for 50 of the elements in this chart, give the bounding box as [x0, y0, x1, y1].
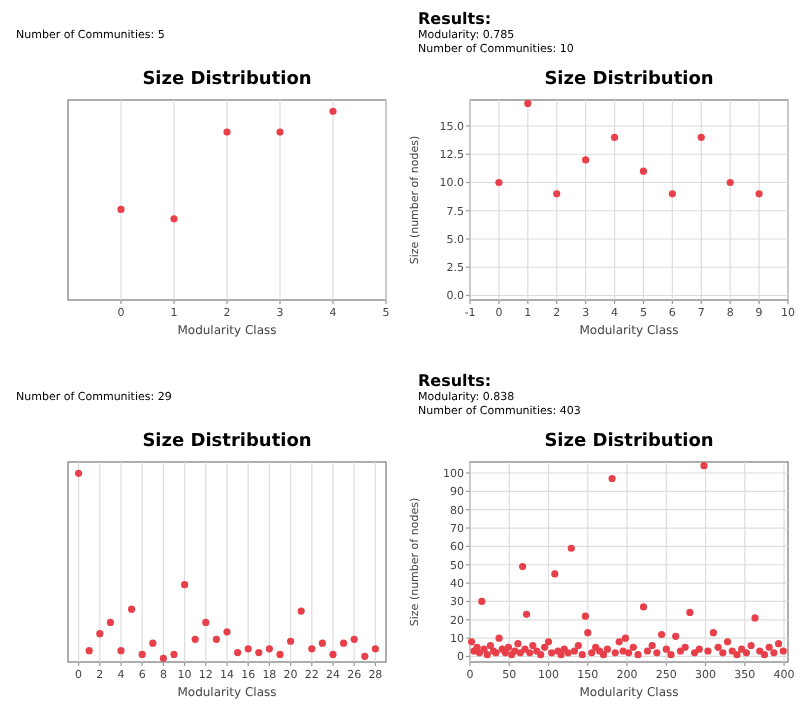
- point: [234, 648, 242, 657]
- point: [96, 630, 104, 638]
- point: [668, 190, 676, 198]
- point: [610, 133, 619, 141]
- point: [255, 648, 263, 657]
- point: [117, 205, 125, 214]
- point: [106, 618, 114, 626]
- point: [524, 99, 532, 107]
- point: [697, 133, 705, 141]
- point: [202, 618, 210, 626]
- text: Results:: [418, 10, 492, 28]
- chart-title: Size Distribution: [544, 432, 714, 452]
- point: [276, 128, 284, 136]
- point: [308, 645, 316, 653]
- point: [287, 637, 295, 645]
- point: [117, 647, 125, 655]
- point: [361, 652, 369, 660]
- point: [85, 647, 93, 655]
- point: [223, 128, 231, 136]
- point: [726, 178, 734, 187]
- point: [265, 645, 273, 653]
- point: [495, 178, 503, 187]
- point: [639, 167, 648, 175]
- point: [340, 639, 348, 647]
- point: [350, 635, 358, 643]
- point: [582, 156, 590, 164]
- point: [297, 607, 305, 615]
- point: [149, 639, 157, 647]
- point: [755, 190, 763, 198]
- chart-title: Size Distribution: [544, 70, 714, 90]
- point: [138, 650, 146, 659]
- point: [191, 635, 199, 643]
- point: [181, 581, 189, 589]
- point: [212, 635, 220, 643]
- point: [159, 654, 167, 662]
- chart-title: Size Distribution: [142, 70, 312, 90]
- point: [329, 107, 337, 115]
- point: [276, 650, 284, 659]
- point: [170, 215, 178, 223]
- point: [223, 628, 231, 636]
- point: [318, 639, 326, 647]
- point: [244, 645, 252, 653]
- text: Results:: [418, 372, 492, 390]
- chart-title: Size Distribution: [142, 432, 312, 452]
- point: [371, 645, 379, 653]
- point: [553, 190, 561, 198]
- point: [329, 650, 337, 659]
- point: [75, 469, 83, 477]
- point: [170, 650, 178, 659]
- point: [128, 605, 136, 613]
